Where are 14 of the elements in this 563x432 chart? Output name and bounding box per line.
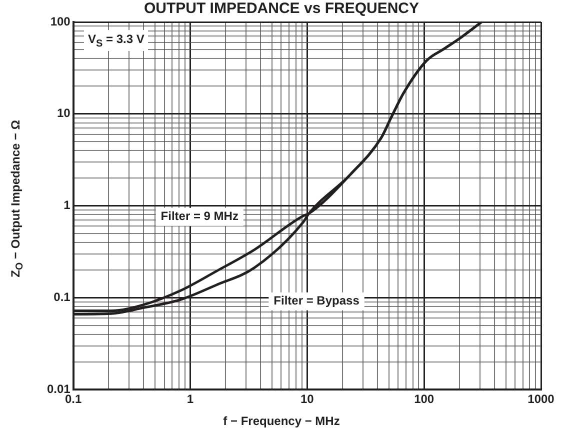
y-tick-label: 0.1 xyxy=(54,290,71,304)
x-tick-label: 1 xyxy=(186,392,194,406)
annotation: V$_{S}$ = 3.3 V xyxy=(84,30,148,52)
x-axis-title: f − Frequency − MHz xyxy=(222,414,341,428)
text: Filter = Bypass xyxy=(274,294,360,308)
x-tick-label: 1000 xyxy=(528,392,555,406)
x-tick-label: 10 xyxy=(300,392,314,406)
y-tick-label: 0.01 xyxy=(46,382,71,396)
y-tick-label: 100 xyxy=(50,14,71,28)
x-tick-label: 100 xyxy=(414,392,434,406)
y-tick-label: 1 xyxy=(64,198,71,212)
text: Filter = 9 MHz xyxy=(160,209,238,224)
chart-title: OUTPUT IMPEDANCE vs FREQUENCY xyxy=(144,0,420,17)
y-tick-label: 10 xyxy=(56,106,71,120)
